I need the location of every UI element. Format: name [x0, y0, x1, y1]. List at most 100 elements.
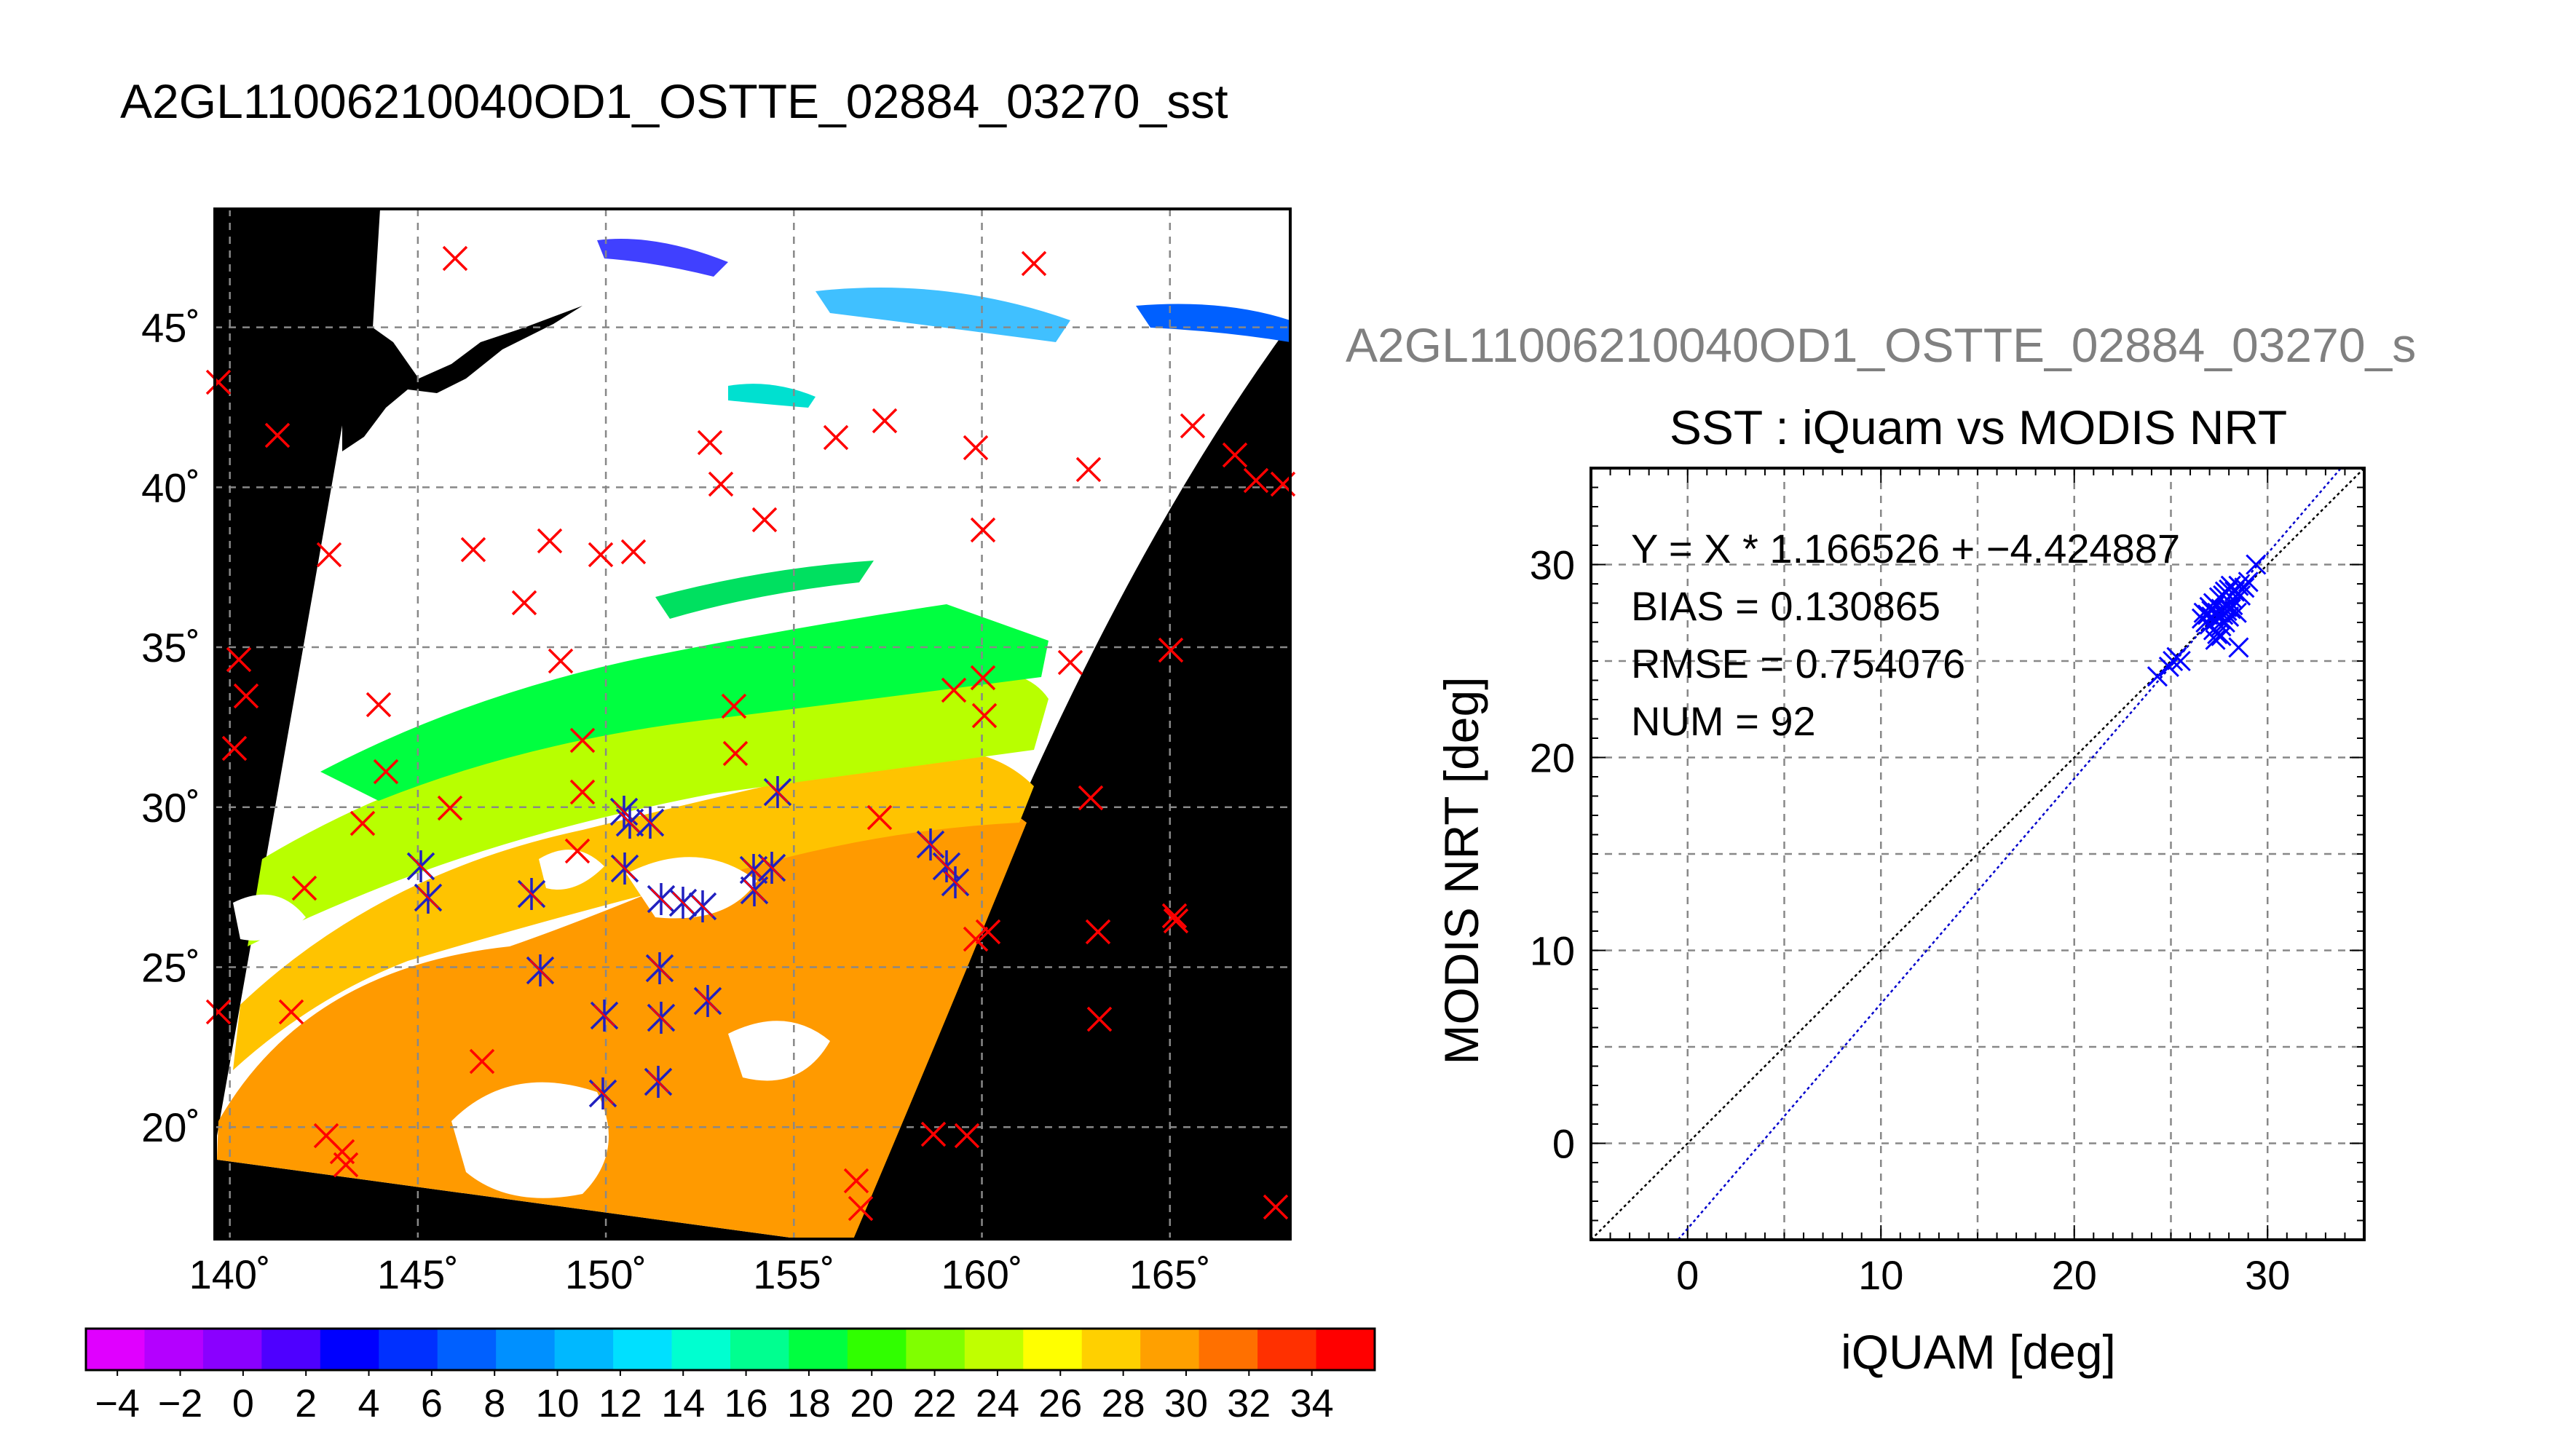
obs-marker-blue-red-7: [639, 812, 661, 834]
page-title: A2GL11006210040OD1_OSTTE_02884_03270_sst: [120, 74, 1228, 128]
colorbar-swatch-14: [906, 1329, 965, 1370]
obs-marker-red-53: [333, 1152, 359, 1178]
obs-marker-red-47: [954, 1123, 980, 1149]
obs-marker-red-31: [1057, 649, 1083, 676]
obs-marker-red-16: [588, 542, 614, 568]
x-tick-label-0: 0: [1676, 1252, 1699, 1298]
colorbar-swatch-8: [554, 1329, 614, 1370]
obs-marker-red-41: [1243, 467, 1269, 494]
x-tick-label-10: 10: [1858, 1252, 1903, 1298]
longitude-labels: 140˚ 145˚ 150˚ 155˚ 160˚ 165˚: [189, 1251, 1211, 1297]
colorbar-swatch-17: [1081, 1329, 1141, 1370]
colorbar-label-0: −4: [95, 1382, 140, 1425]
obs-marker-red-35: [1086, 1006, 1113, 1032]
lon-label-150: 150˚: [565, 1251, 647, 1297]
obs-marker-red-13: [537, 528, 563, 554]
obs-marker-red-28: [970, 517, 996, 543]
obs-marker-red-36: [1158, 637, 1184, 663]
obs-marker-blue-red-10: [692, 895, 714, 917]
obs-marker-red-32: [1075, 456, 1102, 483]
lat-label-20: 20˚: [141, 1104, 200, 1150]
obs-marker-blue-red-14: [767, 781, 789, 803]
scatter-plot: 0 10 20 30 0 10 20 30: [1530, 467, 2366, 1298]
colorbar-label-16: 28: [1102, 1382, 1145, 1425]
scatter-title: SST : iQuam vs MODIS NRT: [1670, 400, 2287, 454]
colorbar-label-10: 16: [724, 1382, 768, 1425]
obs-marker-red-1: [264, 422, 291, 448]
obs-marker-red-21: [751, 507, 778, 533]
obs-marker-red-5: [221, 735, 248, 761]
y-tick-label-30: 30: [1530, 542, 1575, 588]
colorbar-label-1: −2: [158, 1382, 203, 1425]
data-point-38: [2238, 571, 2259, 593]
satellite-swath: [217, 209, 1290, 1239]
sst-patch-2: [248, 670, 1049, 946]
obs-marker-blue-red-8: [650, 888, 672, 910]
data-point-44: [2228, 637, 2249, 658]
obs-marker-red-3: [226, 646, 252, 673]
obs-marker-red-17: [569, 779, 596, 805]
colorbar-label-5: 6: [421, 1382, 443, 1425]
obs-marker-red-9: [437, 795, 463, 821]
data-point-37: [2234, 577, 2255, 598]
obs-marker-blue-red-16: [936, 855, 957, 877]
colorbar-swatch-7: [496, 1329, 556, 1370]
cloud-gap-0: [451, 1082, 609, 1198]
lon-label-140: 140˚: [189, 1251, 271, 1297]
colorbar-swatch-5: [379, 1329, 438, 1370]
lon-label-145: 145˚: [377, 1251, 459, 1297]
data-point-40: [2205, 629, 2226, 650]
obs-marker-blue-red-6: [619, 812, 641, 834]
colorbar-swatch-20: [1257, 1329, 1317, 1370]
data-point-39: [2246, 554, 2267, 575]
lon-label-155: 155˚: [753, 1251, 834, 1297]
stat-num: NUM = 92: [1631, 698, 1816, 744]
obs-marker-blue-red-21: [592, 1083, 614, 1104]
obs-marker-red-55: [442, 245, 468, 272]
obs-marker-blue-red-12: [743, 879, 765, 901]
fit-stats: Y = X * 1.166526 + −4.424887 BIAS = 0.13…: [1631, 526, 2180, 744]
obs-marker-red-14: [548, 648, 574, 674]
sst-patch-1: [233, 751, 1034, 1070]
lat-label-40: 40˚: [141, 464, 200, 510]
cloud-gap-3: [728, 1021, 830, 1081]
sst-patch-5: [1136, 304, 1290, 342]
obs-marker-blue-red-20: [593, 1005, 615, 1026]
data-point-41: [2211, 625, 2232, 646]
colorbar-label-13: 22: [913, 1382, 957, 1425]
obs-marker-red-48: [963, 926, 989, 952]
colorbar-swatch-10: [671, 1329, 731, 1370]
colorbar-label-12: 20: [850, 1382, 893, 1425]
obs-marker-red-33: [1078, 785, 1104, 811]
obs-marker-blue-red-3: [529, 960, 551, 981]
colorbar-swatch-16: [1023, 1329, 1083, 1370]
obs-marker-red-0: [205, 369, 232, 395]
y-axis-label: MODIS NRT [deg]: [1434, 676, 1488, 1064]
scatter-subtitle: A2GL11006210040OD1_OSTTE_02884_03270_s: [1346, 318, 2416, 372]
colorbar-label-4: 4: [358, 1382, 380, 1425]
obs-marker-red-23: [722, 740, 749, 767]
obs-marker-red-18: [564, 838, 591, 864]
colorbar-frame: [84, 1327, 1376, 1372]
obs-marker-red-26: [866, 804, 893, 831]
obs-marker-red-57: [620, 539, 647, 565]
sst-patch-6: [816, 288, 1070, 342]
obs-marker-red-7: [373, 759, 399, 785]
data-point-1: [2158, 656, 2179, 678]
sst-patch-3: [320, 604, 1049, 801]
observation-markers: [205, 245, 1296, 1222]
obs-marker-red-19: [697, 430, 723, 456]
obs-marker-red-38: [1163, 908, 1189, 934]
obs-marker-red-40: [1222, 442, 1248, 468]
obs-marker-red-45: [848, 1195, 874, 1222]
sst-colorbar: −4 −2 0 2 4 6 8 10 12 14 16 18 20 22 24 26 28 30 32 34: [84, 1327, 1376, 1425]
stat-bias: BIAS = 0.130865: [1631, 583, 1940, 629]
land-area: [342, 209, 583, 451]
lon-label-165: 165˚: [1129, 1251, 1211, 1297]
obs-marker-red-2: [316, 542, 342, 568]
y-tick-label-0: 0: [1552, 1121, 1575, 1167]
obs-marker-red-22: [721, 693, 747, 719]
obs-marker-red-8: [350, 810, 376, 836]
obs-marker-red-39: [1180, 413, 1206, 439]
